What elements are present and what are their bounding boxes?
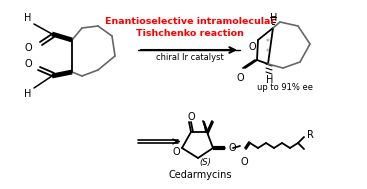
Text: Enantioselective intramolecular: Enantioselective intramolecular [105, 18, 275, 26]
Text: up to 91% ee: up to 91% ee [257, 84, 313, 92]
Text: O: O [240, 157, 248, 167]
Text: O: O [236, 73, 244, 83]
Text: chiral Ir catalyst: chiral Ir catalyst [156, 53, 224, 63]
Text: H: H [266, 75, 274, 85]
Text: *: * [266, 37, 270, 46]
Text: R: R [306, 130, 313, 140]
Text: H: H [24, 89, 32, 99]
Text: H: H [270, 13, 278, 23]
Text: (S): (S) [199, 157, 211, 167]
Text: *: * [266, 47, 270, 57]
Text: O: O [228, 143, 236, 153]
Text: H: H [24, 13, 32, 23]
Text: O: O [248, 42, 256, 52]
Text: O: O [187, 112, 195, 122]
Text: O: O [24, 59, 32, 69]
Text: Tishchenko reaction: Tishchenko reaction [136, 29, 244, 39]
Text: Cedarmycins: Cedarmycins [168, 170, 232, 180]
Text: O: O [172, 147, 180, 157]
Text: O: O [24, 43, 32, 53]
